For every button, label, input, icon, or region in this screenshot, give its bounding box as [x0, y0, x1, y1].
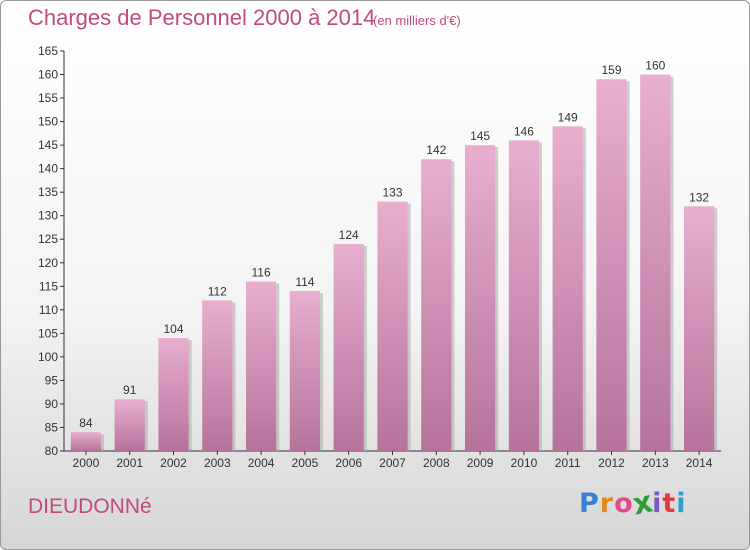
x-tick-label: 2011: [555, 456, 581, 470]
bar-value-label: 114: [295, 275, 314, 289]
y-tick-label: 150: [38, 115, 58, 129]
bar-2001[interactable]: [114, 399, 145, 451]
bar-2013[interactable]: [640, 74, 671, 451]
x-tick-label: 2014: [686, 456, 713, 470]
bar-2008[interactable]: [421, 159, 452, 451]
x-tick-label: 2005: [292, 456, 319, 470]
bar-value-label: 112: [208, 284, 227, 298]
x-tick-label: 2003: [204, 456, 231, 470]
y-tick-label: 105: [38, 326, 58, 340]
y-tick-label: 135: [38, 185, 58, 199]
x-tick-label: 2000: [73, 456, 100, 470]
bar-value-label: 133: [382, 186, 402, 200]
logo-letter: o: [614, 488, 634, 519]
y-tick-label: 95: [45, 373, 59, 387]
bar-2000[interactable]: [70, 432, 102, 451]
x-tick-label: 2013: [642, 456, 669, 470]
bar-2010[interactable]: [508, 140, 540, 452]
y-tick-label: 140: [38, 162, 58, 176]
x-tick-label: 2006: [335, 456, 362, 470]
bar-2006[interactable]: [333, 243, 364, 451]
bar-2009[interactable]: [464, 145, 496, 451]
x-tick-label: 2001: [116, 456, 143, 470]
bar-2012[interactable]: [596, 79, 627, 451]
bar-value-label: 84: [79, 416, 93, 430]
bar-2014[interactable]: [683, 206, 715, 451]
bar-value-label: 132: [689, 190, 709, 204]
y-tick-label: 165: [38, 44, 58, 58]
bar-value-label: 159: [601, 63, 621, 77]
x-tick-label: 2012: [598, 456, 625, 470]
bar-value-label: 146: [514, 124, 534, 138]
y-tick-label: 110: [39, 303, 58, 317]
x-tick-label: 2007: [379, 456, 406, 470]
bar-2003[interactable]: [202, 300, 233, 451]
bar-value-label: 149: [558, 110, 578, 124]
bar-value-label: 145: [470, 129, 490, 143]
chart-unit-label: (en milliers d'€): [373, 13, 461, 28]
bar-value-label: 142: [426, 143, 446, 157]
bar-value-label: 124: [339, 228, 359, 242]
y-tick-label: 160: [38, 68, 58, 82]
bar-value-label: 116: [252, 266, 271, 280]
proxiti-logo: Proxiti: [579, 485, 687, 523]
bar-value-label: 104: [163, 322, 183, 336]
bar-2005[interactable]: [289, 291, 321, 451]
x-tick-label: 2009: [467, 456, 494, 470]
x-tick-label: 2010: [511, 456, 538, 470]
bar-value-label: 160: [645, 59, 665, 73]
x-tick-label: 2008: [423, 456, 450, 470]
bar-2007[interactable]: [377, 201, 408, 451]
y-tick-label: 80: [45, 444, 59, 458]
y-tick-label: 85: [45, 420, 59, 434]
logo-letter: i: [652, 488, 663, 519]
x-tick-label: 2002: [160, 456, 187, 470]
y-tick-label: 100: [38, 350, 58, 364]
bar-value-label: 91: [123, 383, 137, 397]
y-tick-label: 130: [38, 209, 58, 223]
logo-letter: t: [662, 488, 677, 519]
logo-letter: i: [676, 488, 687, 519]
y-tick-label: 125: [38, 232, 58, 246]
logo-letter: P: [579, 488, 600, 519]
logo-letter: r: [599, 488, 615, 519]
chart-title: Charges de Personnel 2000 à 2014: [28, 5, 376, 30]
y-tick-label: 115: [39, 279, 58, 293]
y-tick-label: 145: [38, 138, 58, 152]
x-tick-label: 2004: [248, 456, 275, 470]
commune-name: DIEUDONNé: [28, 495, 152, 518]
y-tick-label: 155: [38, 91, 58, 105]
bar-2011[interactable]: [552, 126, 583, 451]
y-tick-label: 90: [45, 397, 59, 411]
bar-2002[interactable]: [158, 338, 189, 451]
y-tick-label: 120: [38, 256, 58, 270]
bar-2004[interactable]: [245, 281, 277, 451]
